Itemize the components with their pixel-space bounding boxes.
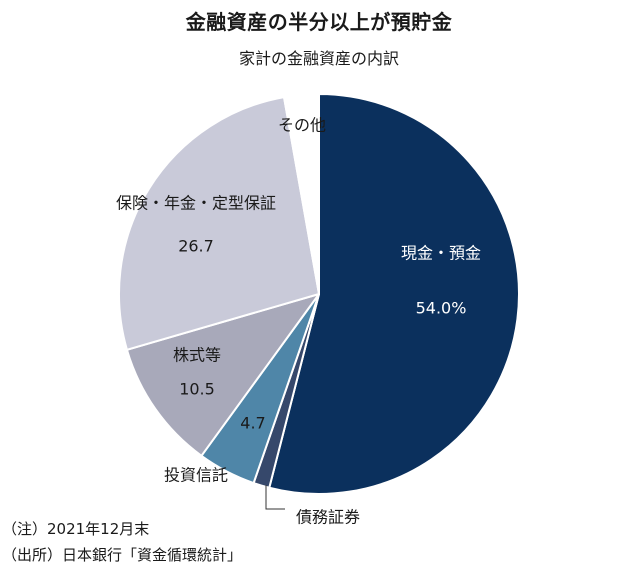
pie-slice-insurance-pensions	[118, 96, 320, 351]
slice-label-investment-trusts: 投資信託	[164, 466, 228, 485]
pie-slice-cash-deposits	[268, 93, 520, 495]
slice-label-cash-deposits: 現金・預金	[401, 244, 481, 263]
date-note: （注）2021年12月末	[2, 520, 150, 538]
slice-label-insurance-pensions: 保険・年金・定型保証	[116, 194, 276, 213]
source-note: （出所）日本銀行「資金循環統計」	[2, 546, 243, 564]
pie-slices	[118, 93, 520, 495]
chart-title: 金融資産の半分以上が預貯金	[185, 10, 453, 34]
slice-labels: 現金・預金 54.0% 債務証券 4.7 投資信託 株式等 10.5 保険・年金・定型保証 26…	[116, 116, 481, 527]
chart-subtitle: 家計の金融資産の内訳	[238, 49, 399, 68]
slice-value-investment-trusts: 4.7	[240, 414, 265, 433]
pie-slice-other	[283, 93, 320, 295]
slice-value-cash-deposits: 54.0%	[416, 299, 467, 318]
slice-label-other: その他	[278, 116, 326, 135]
pie-slice-equities	[125, 293, 320, 457]
slice-value-insurance-pensions: 26.7	[178, 237, 214, 256]
slice-label-bonds: 債務証券	[296, 508, 360, 527]
slice-value-equities: 10.5	[179, 380, 215, 399]
leader-line-bonds	[265, 485, 285, 510]
slice-label-equities: 株式等	[173, 346, 221, 365]
leader-lines	[265, 485, 285, 510]
